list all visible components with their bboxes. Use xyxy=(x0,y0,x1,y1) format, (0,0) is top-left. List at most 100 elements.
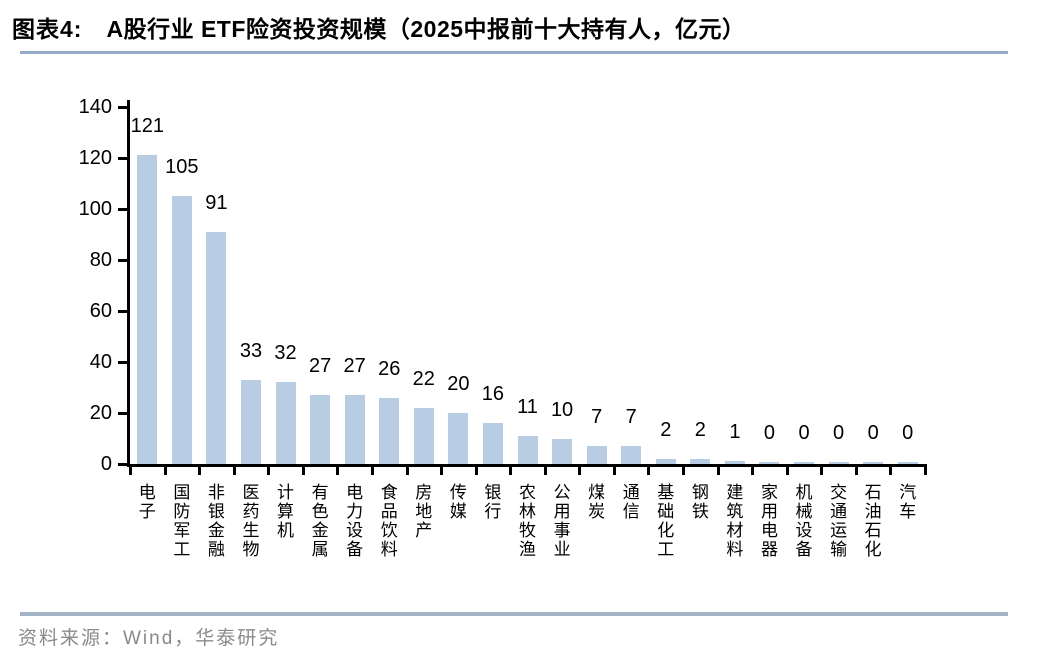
y-axis-line xyxy=(127,100,130,467)
x-axis-tick xyxy=(785,467,789,475)
x-category-label: 传 媒 xyxy=(449,483,467,521)
x-category-label: 家 用 电 器 xyxy=(760,483,778,559)
bar-value-label: 32 xyxy=(274,342,297,365)
x-axis-tick xyxy=(889,467,893,475)
x-axis-tick xyxy=(129,467,132,475)
x-category-label: 石 油 石 化 xyxy=(864,483,882,559)
x-axis-tick xyxy=(336,467,340,475)
x-axis-tick xyxy=(370,467,374,475)
x-category-label: 煤 炭 xyxy=(588,483,606,521)
x-axis-tick xyxy=(612,467,616,475)
figure-title-text: A股行业 ETF险资投资规模（2025中报前十大持有人，亿元） xyxy=(106,16,746,42)
x-category-label: 医 药 生 物 xyxy=(242,483,260,559)
bar-value-label: 91 xyxy=(205,191,228,214)
x-category-label: 汽 车 xyxy=(899,483,917,521)
x-category-label: 基 础 化 工 xyxy=(657,483,675,559)
y-tick-label: 20 xyxy=(89,402,112,424)
bar-value-label: 20 xyxy=(447,373,470,395)
x-axis-tick xyxy=(543,467,547,475)
x-axis-tick xyxy=(924,467,927,475)
x-category-label: 房 地 产 xyxy=(415,483,433,540)
y-tick-label: 60 xyxy=(89,300,112,322)
y-axis-tick xyxy=(118,106,127,109)
x-category-label: 电 力 设 备 xyxy=(346,483,364,559)
x-axis-tick xyxy=(751,467,755,475)
bar-value-label: 0 xyxy=(763,422,776,444)
bar xyxy=(794,462,815,464)
x-axis-tick xyxy=(854,467,858,475)
bar xyxy=(690,458,711,464)
bar xyxy=(552,438,573,464)
x-axis-line xyxy=(127,464,927,467)
y-tick-label: 100 xyxy=(78,198,112,220)
bar-value-label: 0 xyxy=(902,422,914,444)
bar xyxy=(655,458,676,464)
bar-value-label: 105 xyxy=(165,156,199,179)
bar xyxy=(379,397,400,464)
x-category-label: 银 行 xyxy=(484,483,502,521)
x-axis-tick xyxy=(301,467,305,475)
bar-value-label: 121 xyxy=(130,115,164,138)
x-axis-tick xyxy=(163,467,167,475)
bar-value-label: 27 xyxy=(308,355,332,378)
bar xyxy=(482,423,503,464)
bar-value-label: 27 xyxy=(343,355,366,378)
x-category-label: 机 械 设 备 xyxy=(795,483,813,559)
x-category-label: 非 银 金 融 xyxy=(207,483,225,559)
y-tick-label: 120 xyxy=(78,147,112,169)
x-axis-tick xyxy=(267,467,271,475)
x-category-label: 电 子 xyxy=(138,483,156,521)
bar-value-label: 2 xyxy=(694,418,706,441)
bar xyxy=(413,407,434,464)
bar xyxy=(448,413,469,464)
bar xyxy=(863,462,884,464)
x-axis-tick xyxy=(647,467,651,475)
title-underline xyxy=(20,51,1008,54)
y-axis-tick xyxy=(118,361,127,364)
x-axis-tick xyxy=(474,467,478,475)
bar xyxy=(517,435,538,464)
bar xyxy=(897,462,918,464)
x-axis-tick xyxy=(440,467,444,475)
x-category-label: 国 防 军 工 xyxy=(173,483,191,559)
y-axis-tick xyxy=(118,310,127,313)
bar-value-label: 26 xyxy=(378,357,401,380)
bar xyxy=(137,155,158,464)
bar xyxy=(724,461,745,464)
y-axis-tick xyxy=(118,463,127,466)
y-axis-tick xyxy=(118,412,127,415)
bar xyxy=(828,462,849,464)
x-axis-tick xyxy=(716,467,720,475)
x-axis-tick xyxy=(578,467,582,475)
x-category-label: 钢 铁 xyxy=(691,483,709,521)
x-category-label: 建 筑 材 料 xyxy=(726,483,744,559)
x-category-label: 通 信 xyxy=(622,483,640,521)
y-tick-label: 80 xyxy=(89,249,112,271)
bar xyxy=(759,462,780,464)
bar-value-label: 22 xyxy=(412,367,435,390)
bar xyxy=(275,382,296,464)
bar xyxy=(310,395,331,464)
bar xyxy=(621,446,642,464)
bar xyxy=(240,379,261,464)
y-axis-tick xyxy=(118,208,127,211)
bar xyxy=(586,446,607,464)
x-axis-tick xyxy=(509,467,513,475)
x-axis-tick xyxy=(232,467,236,475)
bar-value-label: 0 xyxy=(798,422,810,444)
x-category-label: 计 算 机 xyxy=(277,483,295,540)
x-axis-tick xyxy=(405,467,409,475)
x-category-label: 交 通 运 输 xyxy=(830,483,848,559)
x-category-label: 食 品 饮 料 xyxy=(380,483,398,559)
footer-divider xyxy=(20,612,1008,616)
figure-title: 图表4: A股行业 ETF险资投资规模（2025中报前十大持有人，亿元） xyxy=(12,10,1022,44)
x-category-label: 公 用 事 业 xyxy=(553,483,571,559)
y-tick-label: 140 xyxy=(78,96,112,118)
bar-value-label: 33 xyxy=(239,339,263,362)
bar-value-label: 0 xyxy=(833,422,845,444)
bar-chart: 0 20 40 60 80 100 120 140 121 电 子 105 国 防 军 工 91 非 银 … xyxy=(78,96,927,559)
source-note: 资料来源：Wind，华泰研究 xyxy=(18,628,280,649)
y-tick-label: 40 xyxy=(89,351,112,373)
bar xyxy=(171,196,192,464)
